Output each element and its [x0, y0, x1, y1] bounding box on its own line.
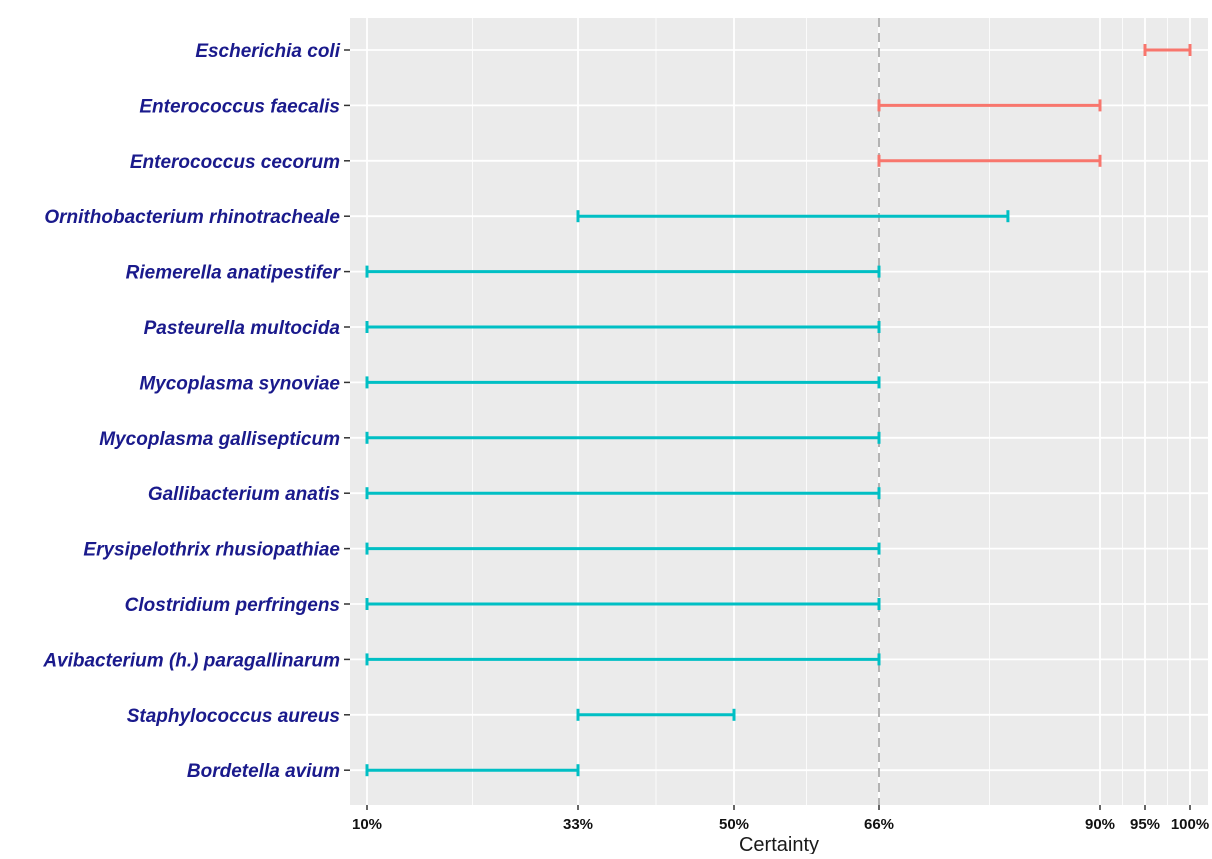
category-label: Ornithobacterium rhinotracheale — [44, 207, 340, 228]
range-bar — [576, 708, 736, 721]
category-label: Gallibacterium anatis — [148, 484, 340, 505]
x-axis-title: Certainty — [739, 834, 819, 854]
category-label: Clostridium perfringens — [125, 595, 340, 616]
range-bar — [365, 653, 881, 666]
x-tick-label: 100% — [1171, 816, 1209, 833]
category-label: Pasteurella multocida — [144, 318, 341, 339]
plot-panel — [350, 18, 1208, 805]
x-tick-label: 33% — [563, 816, 593, 833]
category-label: Riemerella anatipestifer — [126, 263, 342, 284]
range-bar — [365, 598, 881, 610]
category-label: Staphylococcus aureus — [127, 706, 340, 727]
x-tick-label: 66% — [864, 816, 894, 833]
x-tick-label: 10% — [352, 816, 382, 833]
category-label: Bordetella avium — [187, 761, 340, 782]
range-bar — [1143, 44, 1192, 56]
range-bar — [365, 764, 580, 777]
x-tick-label: 50% — [719, 816, 749, 833]
category-label: Enterococcus cecorum — [130, 152, 340, 173]
range-bar — [365, 487, 881, 500]
range-bar — [877, 99, 1102, 112]
range-bar — [365, 431, 881, 444]
category-label: Mycoplasma synoviae — [139, 373, 340, 394]
range-bar — [576, 210, 1010, 223]
category-label: Enterococcus faecalis — [139, 96, 340, 117]
range-bar — [365, 376, 881, 389]
category-label: Mycoplasma gallisepticum — [99, 429, 340, 450]
range-bar — [365, 542, 881, 555]
category-label: Escherichia coli — [195, 41, 340, 62]
x-tick-label: 90% — [1085, 816, 1115, 833]
range-bars-layer — [365, 44, 1192, 777]
range-bar — [877, 154, 1102, 167]
category-label: Avibacterium (h.) paragallinarum — [42, 650, 340, 671]
x-tick-label: 95% — [1130, 816, 1160, 833]
category-label: Erysipelothrix rhusiopathiae — [83, 540, 340, 561]
x-tick-labels-layer: 10% 33% 50% 66% 90% 95% 100% — [352, 805, 1209, 833]
category-labels-layer: Escherichia coli Enterococcus faecalis Ent… — [42, 41, 350, 782]
range-bar — [365, 321, 881, 333]
range-bar — [365, 265, 881, 278]
